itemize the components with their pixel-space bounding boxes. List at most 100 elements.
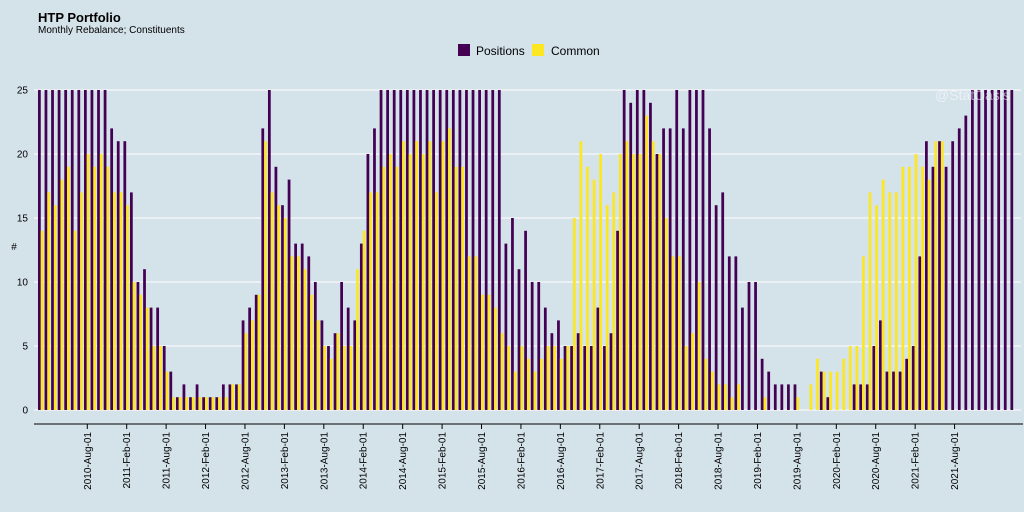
bar-common: [520, 346, 524, 410]
bar-positions: [767, 371, 771, 410]
bar-positions: [787, 384, 790, 410]
bar-common: [605, 205, 609, 410]
bar-common: [139, 294, 143, 410]
bar-positions: [977, 90, 981, 410]
bar-common: [671, 256, 675, 410]
bar-common: [454, 166, 458, 410]
bar-positions: [149, 307, 153, 410]
x-tick-label: 2015-Aug-01: [477, 432, 488, 490]
bar-common: [67, 166, 70, 410]
x-tick-label: 2015-Feb-01: [438, 432, 449, 490]
bar-positions: [267, 90, 271, 410]
bar-common: [684, 346, 688, 410]
bar-common: [441, 141, 445, 410]
bar-common: [277, 205, 281, 410]
bar-positions: [248, 307, 252, 410]
bar-positions: [760, 358, 764, 410]
chart-title: HTP Portfolio: [38, 10, 121, 25]
bar-common: [710, 371, 714, 410]
x-tick-label: 2020-Aug-01: [871, 432, 882, 490]
bar-common: [145, 307, 149, 410]
bar-positions: [642, 90, 646, 410]
bar-common: [244, 333, 248, 410]
bar-positions: [97, 90, 100, 410]
bar-positions: [530, 282, 534, 410]
bar-common: [53, 205, 57, 410]
bar-common: [356, 269, 359, 410]
bar-common: [934, 141, 938, 410]
bar-common: [73, 230, 77, 410]
bar-positions: [511, 218, 514, 410]
bar-positions: [701, 90, 705, 410]
bar-positions: [576, 333, 580, 410]
bar-positions: [83, 90, 87, 410]
bar-positions: [241, 320, 245, 410]
bar-common: [126, 205, 129, 410]
bar-common: [297, 256, 300, 410]
bar-positions: [465, 90, 468, 410]
y-tick-label: 0: [22, 406, 28, 417]
bar-positions: [143, 269, 146, 410]
bar-positions: [721, 192, 725, 410]
bar-positions: [957, 128, 961, 410]
bar-common: [717, 384, 721, 410]
bar-common: [480, 294, 484, 410]
bar-common: [159, 346, 162, 410]
bar-positions: [557, 320, 560, 410]
bar-positions: [596, 307, 600, 410]
bar-positions: [300, 243, 304, 410]
legend-label-common: Common: [551, 44, 600, 58]
bar-common: [855, 346, 859, 410]
bar-positions: [484, 90, 488, 410]
bar-positions: [366, 154, 370, 410]
bar-common: [507, 346, 511, 410]
bar-common: [572, 218, 576, 410]
bar-common: [47, 192, 51, 410]
x-tick-label: 2016-Feb-01: [516, 432, 527, 490]
x-tick-label: 2012-Aug-01: [240, 432, 251, 490]
legend-swatch-common: [532, 44, 544, 56]
bar-positions: [911, 346, 915, 410]
bar-common: [645, 115, 648, 410]
bar-positions: [412, 90, 416, 410]
bar-common: [842, 358, 846, 410]
bar-common: [612, 192, 616, 410]
bar-common: [86, 154, 90, 410]
bar-positions: [695, 90, 698, 410]
bar-positions: [129, 192, 133, 410]
bar-common: [428, 141, 432, 410]
bar-positions: [353, 320, 357, 410]
bar-positions: [274, 166, 278, 410]
x-tick-label: 2019-Aug-01: [792, 432, 803, 490]
bar-positions: [320, 320, 324, 410]
bar-positions: [70, 90, 74, 410]
bar-common: [270, 192, 274, 410]
bar-common: [316, 320, 320, 410]
bar-common: [487, 294, 491, 410]
bar-positions: [189, 397, 192, 410]
bars: [38, 90, 1014, 411]
bar-common: [540, 358, 543, 410]
bar-common: [940, 141, 944, 410]
bar-positions: [392, 90, 396, 410]
y-axis-label: #: [11, 242, 17, 253]
bar-positions: [373, 128, 376, 410]
x-tick-label: 2021-Feb-01: [911, 432, 922, 490]
bar-common: [349, 346, 353, 410]
bar-common: [40, 230, 44, 410]
bar-common: [152, 346, 156, 410]
bar-positions: [386, 90, 389, 410]
bar-positions: [793, 384, 797, 410]
bar-common: [632, 154, 635, 410]
bar-common: [60, 179, 64, 410]
bar-positions: [44, 90, 48, 410]
bar-positions: [879, 320, 882, 410]
bar-positions: [865, 384, 869, 410]
bar-common: [395, 166, 399, 410]
bar-common: [862, 256, 865, 410]
bar-common: [691, 333, 694, 410]
y-tick-label: 15: [17, 214, 29, 225]
bar-positions: [57, 90, 61, 410]
bar-common: [211, 397, 215, 410]
bar-positions: [399, 90, 403, 410]
